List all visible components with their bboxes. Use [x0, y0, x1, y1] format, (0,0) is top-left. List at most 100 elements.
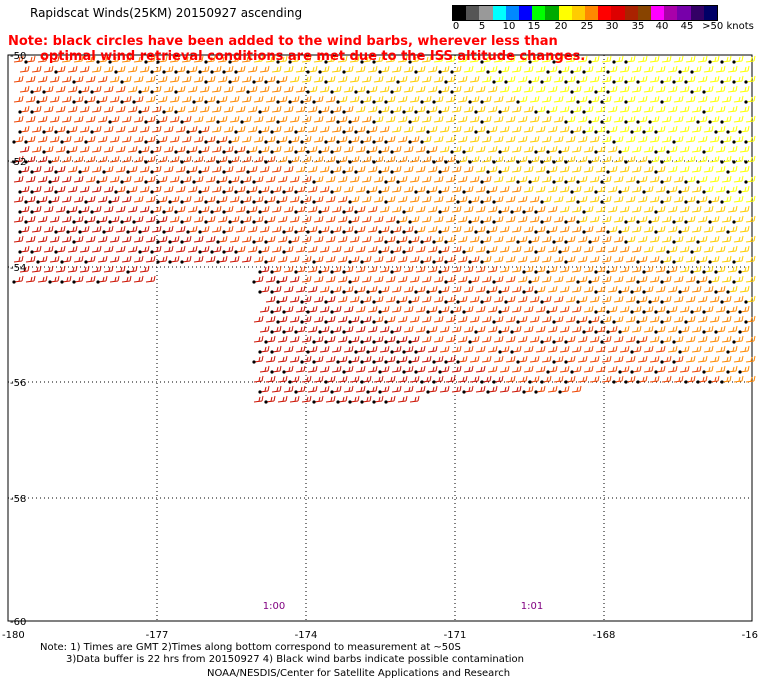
wind-barb	[576, 75, 588, 84]
wind-barb	[54, 125, 66, 134]
wind-barb	[265, 295, 276, 303]
wind-barb	[721, 355, 732, 363]
wind-barb	[337, 75, 348, 83]
wind-barb	[511, 225, 522, 233]
wind-barb	[439, 325, 450, 333]
wind-barb	[306, 145, 318, 154]
wind-barb	[19, 265, 30, 273]
wind-barb	[601, 135, 612, 143]
wind-barb	[414, 105, 426, 114]
wind-barb	[283, 165, 294, 173]
wind-barb	[648, 155, 660, 164]
wind-barb	[204, 135, 216, 144]
wind-barb	[571, 285, 582, 293]
wind-barb	[553, 115, 564, 123]
wind-barb	[691, 125, 702, 133]
wind-barb	[696, 235, 708, 244]
wind-barb	[180, 235, 192, 244]
wind-barb	[541, 355, 552, 363]
wind-barb	[463, 205, 474, 213]
wind-barb	[589, 335, 600, 343]
wind-barb	[199, 105, 210, 113]
wind-barb	[396, 175, 408, 184]
wind-barb	[295, 365, 306, 373]
wind-barb	[702, 265, 714, 274]
wind-barb	[696, 275, 708, 284]
wind-barb	[667, 285, 678, 293]
wind-barb	[222, 185, 234, 194]
colorbar-tick-label: 45	[680, 21, 694, 32]
wind-barb	[475, 245, 486, 253]
wind-barb	[198, 205, 210, 214]
wind-barb	[355, 325, 366, 333]
wind-barb	[559, 185, 570, 193]
wind-barb	[733, 115, 744, 123]
wind-barb	[672, 235, 684, 244]
wind-barb	[594, 185, 606, 194]
wind-barb	[474, 325, 486, 334]
wind-barb	[523, 325, 534, 333]
wind-barb	[60, 275, 72, 284]
wind-barb	[306, 305, 318, 314]
wind-barb	[672, 255, 684, 264]
colorbar-swatch	[479, 6, 493, 20]
wind-barb	[288, 135, 300, 144]
wind-barb	[703, 245, 714, 253]
wind-barb	[745, 335, 756, 343]
wind-barb	[54, 245, 66, 254]
wind-barb	[427, 265, 438, 273]
wind-barb	[271, 225, 282, 233]
wind-barb	[175, 185, 186, 193]
wind-barb	[264, 155, 276, 164]
wind-barb	[289, 175, 300, 183]
wind-barb	[457, 335, 468, 343]
wind-barb	[121, 115, 132, 123]
wind-barb	[324, 335, 336, 344]
wind-barb	[186, 65, 198, 74]
wind-barb	[468, 255, 480, 264]
wind-barb	[301, 75, 312, 83]
wind-barb	[385, 75, 396, 83]
wind-barb	[451, 165, 462, 173]
wind-barb	[289, 115, 300, 123]
wind-barb	[390, 85, 402, 94]
wind-barb	[156, 235, 168, 244]
wind-barb	[49, 115, 60, 123]
wind-barb	[325, 255, 336, 263]
wind-barb	[252, 195, 264, 204]
wind-barb	[624, 215, 636, 224]
wind-barb	[690, 265, 702, 274]
wind-barb	[415, 125, 426, 133]
wind-barb	[289, 275, 300, 283]
wind-barb	[433, 295, 444, 303]
wind-barb	[258, 145, 270, 154]
wind-barb	[691, 145, 702, 153]
wind-barb	[265, 315, 276, 323]
wind-barb	[324, 55, 336, 64]
wind-barb	[294, 385, 306, 394]
wind-barb	[156, 55, 168, 64]
wind-barb	[85, 275, 96, 283]
wind-barb	[384, 235, 396, 244]
wind-barb	[295, 285, 306, 293]
wind-barb	[607, 245, 618, 253]
wind-barb	[390, 105, 402, 114]
wind-barb	[733, 95, 744, 103]
wind-barb	[288, 95, 300, 104]
wind-barb	[613, 115, 624, 123]
wind-barb	[427, 205, 438, 213]
wind-barb	[684, 375, 696, 384]
wind-barb	[625, 175, 636, 183]
wind-barb	[595, 245, 606, 253]
wind-barb	[348, 155, 360, 164]
wind-barb	[546, 105, 558, 114]
wind-barb	[523, 365, 534, 373]
wind-barb	[457, 235, 468, 243]
wind-barb	[546, 65, 558, 74]
wind-barb	[330, 105, 342, 114]
wind-barb	[535, 125, 546, 133]
wind-barb	[414, 185, 426, 194]
wind-barb	[643, 325, 654, 333]
wind-barb	[252, 75, 264, 84]
wind-barb	[660, 355, 672, 364]
